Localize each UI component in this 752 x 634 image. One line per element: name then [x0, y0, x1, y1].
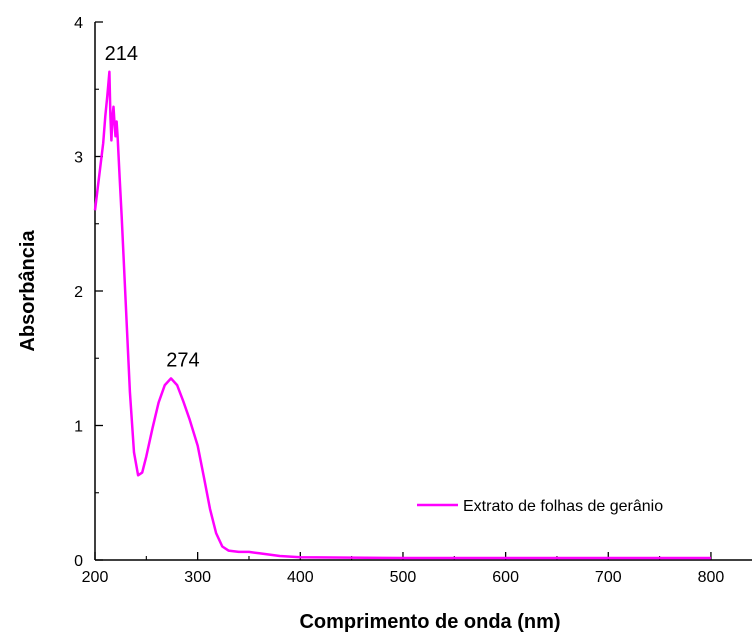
peak-annotations: 214 274: [105, 43, 200, 372]
x-tick-label-400: 400: [287, 569, 314, 586]
y-ticks: 0 1 2 3 4: [74, 15, 103, 570]
y-tick-label-4: 4: [74, 15, 83, 32]
series-line-geranium-extract: [93, 70, 711, 560]
plot-axes: [94, 22, 752, 561]
y-tick-label-1: 1: [74, 419, 83, 436]
peak-label-214: 214: [105, 43, 138, 65]
x-tick-label-800: 800: [698, 569, 725, 586]
x-axis-title: Comprimento de onda (nm): [299, 611, 560, 633]
x-tick-label-300: 300: [184, 569, 211, 586]
y-tick-label-3: 3: [74, 150, 83, 167]
x-tick-label-200: 200: [82, 569, 109, 586]
peak-label-274: 274: [166, 349, 199, 371]
x-tick-label-700: 700: [595, 569, 622, 586]
legend: Extrato de folhas de gerânio: [417, 498, 663, 515]
y-axis-title: Absorbância: [17, 230, 39, 352]
y-tick-label-2: 2: [74, 284, 83, 301]
x-tick-label-500: 500: [390, 569, 417, 586]
legend-label: Extrato de folhas de gerânio: [463, 498, 663, 515]
y-tick-label-0: 0: [74, 553, 83, 570]
x-tick-label-600: 600: [492, 569, 519, 586]
